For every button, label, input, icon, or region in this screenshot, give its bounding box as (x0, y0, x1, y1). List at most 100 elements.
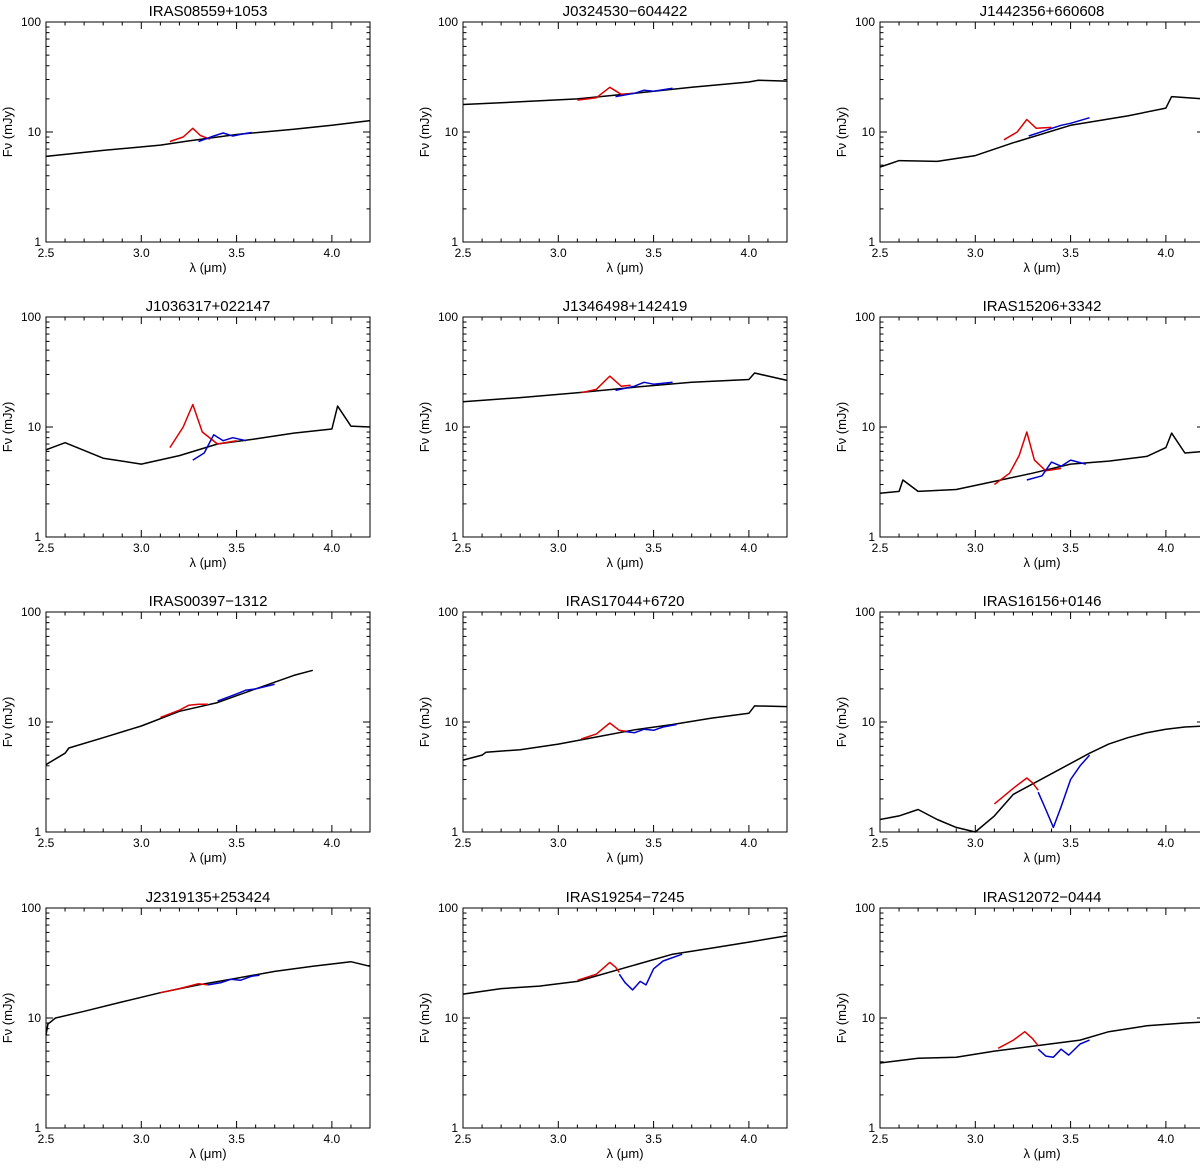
x-tick-label: 4.0 (1158, 541, 1175, 555)
y-tick-label: 100 (855, 310, 875, 324)
y-tick-label: 10 (445, 1011, 459, 1025)
series-line (1003, 118, 1052, 141)
x-tick-label: 2.5 (38, 246, 55, 260)
x-tick-label: 3.0 (133, 541, 150, 555)
series-line (462, 79, 788, 106)
y-tick-label: 10 (445, 715, 459, 729)
x-tick-label: 3.5 (645, 836, 662, 850)
series-line (1026, 459, 1086, 481)
series-line (577, 961, 620, 982)
series-line (169, 127, 211, 143)
y-tick-label: 1 (34, 530, 41, 544)
y-axis-label: Fν (mJy) (834, 697, 849, 748)
plot-frame (45, 21, 371, 243)
series-line (580, 722, 628, 740)
x-tick-label: 3.5 (228, 541, 245, 555)
chart-panel: J2319135+253424 2.5 3.0 3.5 4.0 1 10 100 λ (μm) F… (0, 889, 371, 1161)
y-tick-label: 10 (862, 420, 876, 434)
y-tick-label: 10 (28, 125, 42, 139)
y-tick-label: 100 (21, 15, 41, 29)
y-tick-label: 100 (438, 901, 458, 915)
x-tick-label: 2.5 (455, 836, 472, 850)
y-tick-label: 10 (28, 715, 42, 729)
series-line (1037, 1039, 1090, 1058)
y-axis-label: Fν (mJy) (417, 402, 432, 453)
y-tick-label: 1 (868, 825, 875, 839)
series-line (45, 405, 371, 465)
chart-panel: J1346498+142419 2.5 3.0 3.5 4.0 1 10 100 λ (μm) F… (417, 298, 788, 570)
y-tick-label: 1 (451, 1121, 458, 1135)
x-axis-label: λ (μm) (1023, 260, 1060, 275)
series-line (879, 95, 1200, 168)
x-axis-label: λ (μm) (189, 1146, 226, 1161)
y-tick-label: 1 (34, 235, 41, 249)
y-tick-label: 100 (21, 605, 41, 619)
y-tick-label: 1 (451, 235, 458, 249)
series-line (160, 982, 209, 994)
x-axis-label: λ (μm) (189, 260, 226, 275)
y-tick-label: 10 (862, 715, 876, 729)
y-tick-label: 100 (21, 901, 41, 915)
plot-frame (879, 611, 1200, 833)
series-line (615, 87, 673, 98)
chart-title: IRAS16156+0146 (983, 593, 1102, 610)
x-tick-label: 3.0 (133, 1132, 150, 1146)
chart-panel: IRAS12072−0444 2.5 3.0 3.5 4.0 1 10 100 λ (μm) Fν… (834, 889, 1200, 1161)
x-tick-label: 3.0 (967, 836, 984, 850)
x-tick-label: 3.5 (1062, 246, 1079, 260)
series-line (879, 432, 1200, 494)
plot-frame (462, 907, 788, 1129)
chart-title: IRAS00397−1312 (149, 593, 268, 610)
y-tick-label: 10 (28, 420, 42, 434)
x-tick-label: 3.5 (645, 541, 662, 555)
x-axis-label: λ (μm) (606, 850, 643, 865)
y-tick-label: 100 (855, 15, 875, 29)
y-axis-label: Fν (mJy) (417, 993, 432, 1044)
x-axis-label: λ (μm) (189, 850, 226, 865)
x-axis-label: λ (μm) (1023, 555, 1060, 570)
x-tick-label: 2.5 (872, 1132, 889, 1146)
y-tick-label: 1 (451, 825, 458, 839)
chart-panel: J1442356+660608 2.5 3.0 3.5 4.0 1 10 100 λ (μm) F… (834, 3, 1200, 275)
y-axis-label: Fν (mJy) (0, 697, 15, 748)
x-tick-label: 3.0 (967, 541, 984, 555)
y-tick-label: 1 (868, 1121, 875, 1135)
chart-title: J1346498+142419 (563, 298, 688, 315)
chart-title: J1036317+022147 (146, 298, 271, 315)
x-tick-label: 3.5 (1062, 836, 1079, 850)
chart-panel: IRAS16156+0146 2.5 3.0 3.5 4.0 1 10 100 λ (μm) Fν… (834, 593, 1200, 865)
series-line (577, 86, 635, 101)
plot-frame (45, 907, 371, 1129)
x-axis-label: λ (μm) (606, 260, 643, 275)
y-tick-label: 1 (34, 1121, 41, 1135)
x-axis-label: λ (μm) (189, 555, 226, 570)
series-line (618, 953, 683, 991)
plot-frame (462, 611, 788, 833)
y-tick-label: 1 (868, 530, 875, 544)
series-line (997, 1030, 1039, 1049)
x-tick-label: 3.0 (550, 1132, 567, 1146)
series-line (160, 703, 208, 719)
series-line (45, 960, 371, 1036)
plot-frame (45, 611, 371, 833)
y-tick-label: 10 (445, 125, 459, 139)
y-tick-label: 100 (21, 310, 41, 324)
x-tick-label: 4.0 (324, 541, 341, 555)
x-tick-label: 4.0 (324, 1132, 341, 1146)
chart-panel: J1036317+022147 2.5 3.0 3.5 4.0 1 10 100 λ (μm) F… (0, 298, 371, 570)
x-tick-label: 2.5 (872, 541, 889, 555)
series-line (993, 431, 1062, 486)
x-tick-label: 3.5 (645, 1132, 662, 1146)
x-tick-label: 3.5 (1062, 1132, 1079, 1146)
x-tick-label: 2.5 (455, 1132, 472, 1146)
y-axis-label: Fν (mJy) (834, 993, 849, 1044)
y-tick-label: 100 (438, 605, 458, 619)
chart-panel: IRAS08559+1053 2.5 3.0 3.5 4.0 1 10 100 λ (μm) Fν… (0, 3, 371, 275)
y-axis-label: Fν (mJy) (0, 993, 15, 1044)
series-line (624, 723, 677, 734)
chart-panel: IRAS15206+3342 2.5 3.0 3.5 4.0 1 10 100 λ (μm) Fν… (834, 298, 1200, 570)
series-line (462, 934, 788, 995)
series-line (169, 403, 237, 449)
y-tick-label: 10 (862, 125, 876, 139)
